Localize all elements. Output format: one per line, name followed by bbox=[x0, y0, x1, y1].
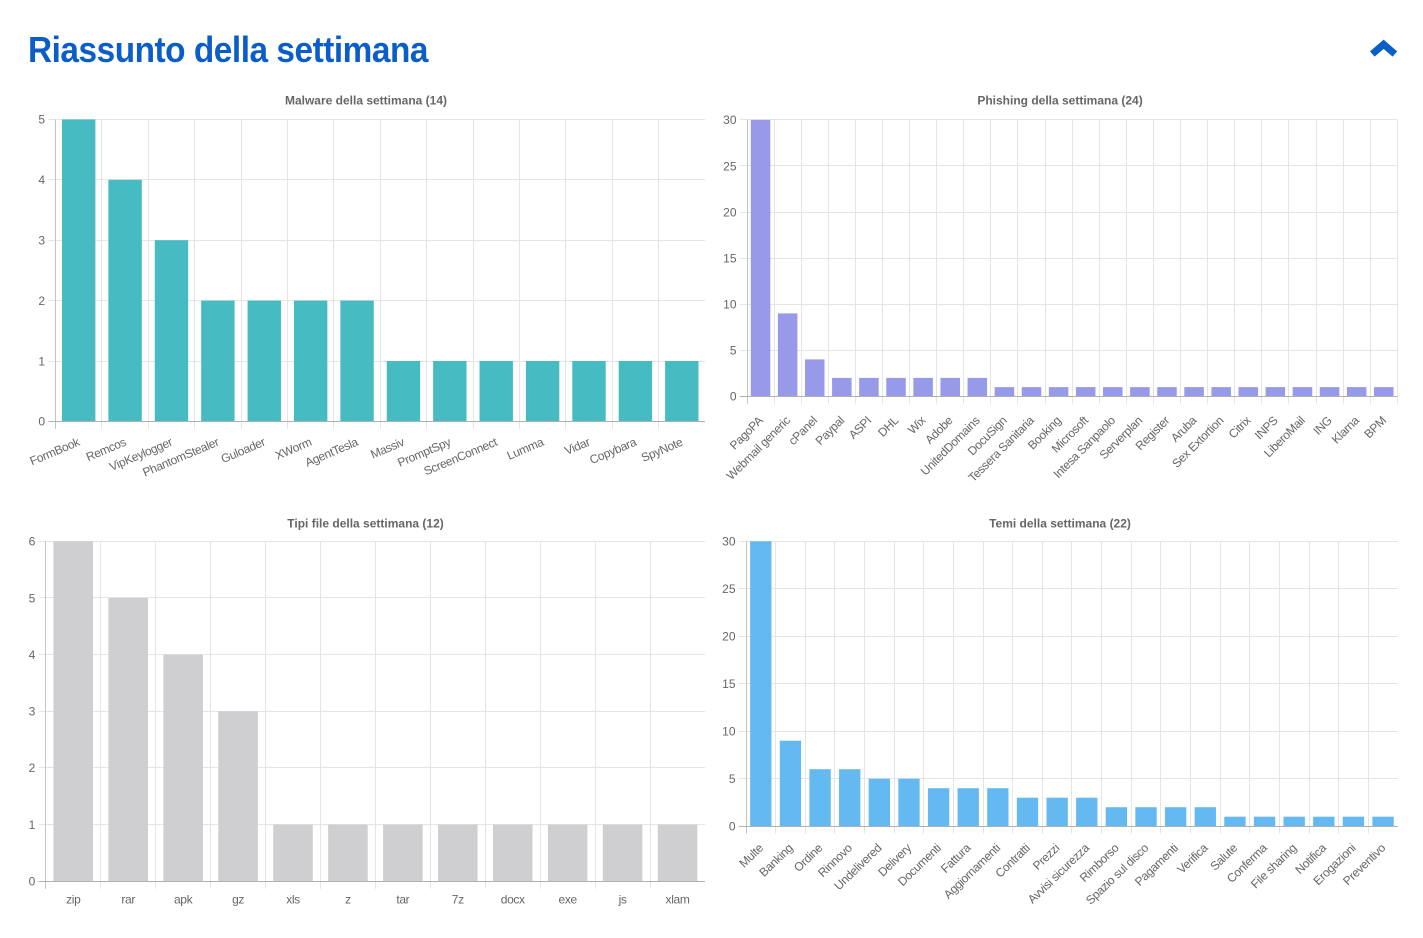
svg-text:SpyNote: SpyNote bbox=[639, 435, 685, 465]
svg-text:Klarna: Klarna bbox=[1329, 413, 1362, 446]
svg-text:exe: exe bbox=[559, 892, 578, 906]
svg-text:zip: zip bbox=[66, 892, 81, 906]
svg-text:Paypal: Paypal bbox=[813, 414, 847, 448]
svg-text:xlam: xlam bbox=[666, 892, 690, 906]
svg-text:30: 30 bbox=[722, 535, 736, 549]
svg-text:gz: gz bbox=[232, 892, 244, 906]
svg-text:Malware della settimana (14): Malware della settimana (14) bbox=[285, 93, 447, 107]
svg-text:Citrix: Citrix bbox=[1226, 413, 1254, 441]
svg-text:1: 1 bbox=[38, 354, 45, 368]
svg-text:0: 0 bbox=[729, 820, 736, 834]
svg-text:AgentTesla: AgentTesla bbox=[303, 435, 361, 470]
svg-text:0: 0 bbox=[29, 875, 36, 889]
svg-text:15: 15 bbox=[723, 251, 737, 265]
svg-text:Temi della settimana (22): Temi della settimana (22) bbox=[989, 516, 1131, 530]
svg-text:Banking: Banking bbox=[756, 841, 795, 879]
svg-text:Tipi file della settimana (12): Tipi file della settimana (12) bbox=[287, 516, 444, 530]
svg-text:10: 10 bbox=[722, 725, 736, 739]
svg-text:7z: 7z bbox=[452, 892, 464, 906]
svg-text:Phishing della settimana (24): Phishing della settimana (24) bbox=[977, 93, 1142, 107]
svg-text:3: 3 bbox=[38, 234, 45, 248]
svg-text:30: 30 bbox=[723, 113, 737, 127]
svg-text:10: 10 bbox=[723, 298, 737, 312]
svg-text:Verifica: Verifica bbox=[1174, 841, 1211, 877]
svg-text:Guloader: Guloader bbox=[219, 435, 268, 466]
svg-text:5: 5 bbox=[38, 113, 45, 127]
svg-text:5: 5 bbox=[729, 772, 736, 786]
svg-text:20: 20 bbox=[722, 630, 736, 644]
svg-text:BPM: BPM bbox=[1361, 413, 1389, 441]
svg-text:rar: rar bbox=[121, 892, 135, 906]
svg-text:3: 3 bbox=[29, 705, 36, 719]
svg-text:0: 0 bbox=[38, 415, 45, 429]
svg-text:DHL: DHL bbox=[875, 413, 902, 440]
svg-text:1: 1 bbox=[29, 818, 36, 832]
svg-text:5: 5 bbox=[29, 591, 36, 605]
svg-text:apk: apk bbox=[174, 892, 194, 906]
svg-text:5: 5 bbox=[730, 344, 737, 358]
svg-text:0: 0 bbox=[730, 390, 737, 404]
svg-text:z: z bbox=[345, 892, 351, 906]
svg-text:25: 25 bbox=[723, 159, 737, 173]
svg-text:2: 2 bbox=[38, 294, 45, 308]
svg-text:FormBook: FormBook bbox=[28, 434, 83, 468]
svg-text:20: 20 bbox=[723, 205, 737, 219]
svg-text:tar: tar bbox=[396, 892, 409, 906]
svg-text:4: 4 bbox=[38, 173, 45, 187]
svg-text:4: 4 bbox=[29, 648, 36, 662]
svg-text:25: 25 bbox=[722, 582, 736, 596]
svg-text:15: 15 bbox=[722, 677, 736, 691]
svg-text:Copybara: Copybara bbox=[587, 435, 638, 467]
svg-text:cPanel: cPanel bbox=[786, 414, 820, 448]
svg-text:xls: xls bbox=[286, 892, 300, 906]
svg-text:Lumma: Lumma bbox=[505, 435, 546, 463]
svg-text:6: 6 bbox=[29, 535, 36, 549]
svg-text:js: js bbox=[618, 892, 627, 906]
svg-text:2: 2 bbox=[29, 761, 36, 775]
svg-text:docx: docx bbox=[501, 892, 525, 906]
svg-text:ASPI: ASPI bbox=[846, 414, 874, 442]
